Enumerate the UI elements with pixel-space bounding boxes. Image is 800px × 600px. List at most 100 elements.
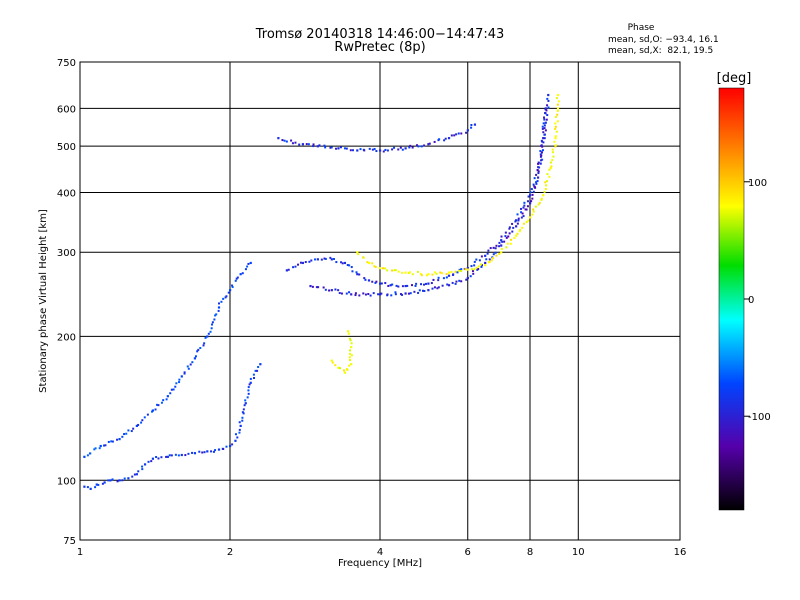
data-point (554, 145, 557, 148)
colorbar (718, 87, 745, 511)
data-point (307, 143, 310, 146)
data-point (242, 408, 245, 411)
y-tick-label: 300 (57, 248, 76, 259)
data-point (157, 404, 160, 407)
data-point (419, 272, 422, 275)
data-point (456, 271, 459, 274)
data-point (522, 215, 525, 218)
y-tick-label: 600 (57, 104, 76, 115)
data-point (473, 123, 477, 126)
data-point (337, 289, 340, 292)
data-point (130, 430, 133, 433)
data-point (201, 451, 204, 454)
data-point (165, 455, 168, 458)
data-point (401, 271, 404, 274)
data-point (156, 403, 159, 406)
data-point (375, 150, 378, 153)
data-point (447, 137, 451, 140)
data-point (324, 146, 327, 149)
data-point (477, 265, 480, 268)
data-point (355, 271, 358, 274)
data-point (404, 284, 407, 288)
data-point (433, 286, 436, 289)
data-point (174, 453, 177, 456)
data-point (116, 480, 119, 483)
data-point (116, 438, 119, 441)
data-point (420, 283, 423, 286)
data-point (554, 144, 557, 147)
data-point (511, 230, 514, 233)
data-point (324, 288, 327, 291)
data-point (191, 451, 194, 454)
data-point (542, 122, 545, 125)
data-point (447, 271, 451, 274)
data-point (494, 251, 497, 254)
data-point (170, 454, 173, 457)
data-point (500, 235, 503, 238)
data-point (390, 294, 393, 297)
data-point (229, 289, 232, 292)
data-point (450, 134, 453, 137)
data-point (515, 234, 518, 237)
data-point (417, 291, 420, 294)
data-point (393, 146, 396, 149)
data-point (545, 109, 548, 112)
data-point (520, 211, 523, 214)
data-point (154, 408, 157, 411)
data-point (285, 269, 288, 272)
chart-subtitle: RwPretec (8p) (334, 40, 425, 55)
data-point (193, 452, 197, 455)
data-point (180, 375, 183, 378)
data-point (504, 235, 507, 238)
data-point (535, 182, 538, 185)
data-point (475, 258, 478, 261)
data-point (414, 284, 417, 287)
data-point (508, 227, 511, 230)
data-point (544, 129, 547, 132)
data-point (434, 271, 437, 274)
data-point (210, 323, 213, 326)
data-point (417, 145, 420, 148)
data-point (386, 293, 389, 296)
data-point (543, 133, 546, 136)
data-point (384, 282, 387, 285)
data-point (523, 204, 526, 207)
data-point (457, 132, 460, 135)
data-point (472, 272, 475, 275)
data-point (540, 159, 543, 162)
data-point (343, 261, 347, 265)
data-point (532, 208, 535, 211)
y-tick-label: 100 (57, 476, 76, 487)
data-point (348, 352, 351, 355)
data-point (222, 297, 225, 300)
data-point (439, 271, 442, 274)
data-point (329, 146, 332, 149)
data-point (343, 371, 347, 374)
data-point (541, 158, 544, 161)
data-point (495, 244, 498, 247)
data-point (231, 443, 234, 446)
data-point (335, 261, 338, 264)
data-point (350, 293, 353, 296)
data-point (375, 280, 378, 283)
data-point (536, 168, 539, 171)
data-point (515, 225, 518, 228)
data-point (118, 437, 121, 441)
data-point (197, 348, 200, 351)
data-point (534, 205, 537, 208)
data-point (193, 357, 197, 360)
data-point (214, 314, 217, 317)
data-point (248, 383, 251, 386)
data-point (488, 258, 491, 261)
data-point (225, 445, 228, 448)
data-point (345, 368, 348, 371)
data-point (395, 284, 398, 287)
data-point (544, 187, 547, 190)
data-point (415, 282, 418, 285)
data-point (308, 260, 311, 263)
data-point (97, 483, 100, 486)
data-point (249, 261, 252, 265)
data-point (241, 272, 244, 275)
data-point (498, 252, 501, 255)
data-point (532, 183, 535, 186)
